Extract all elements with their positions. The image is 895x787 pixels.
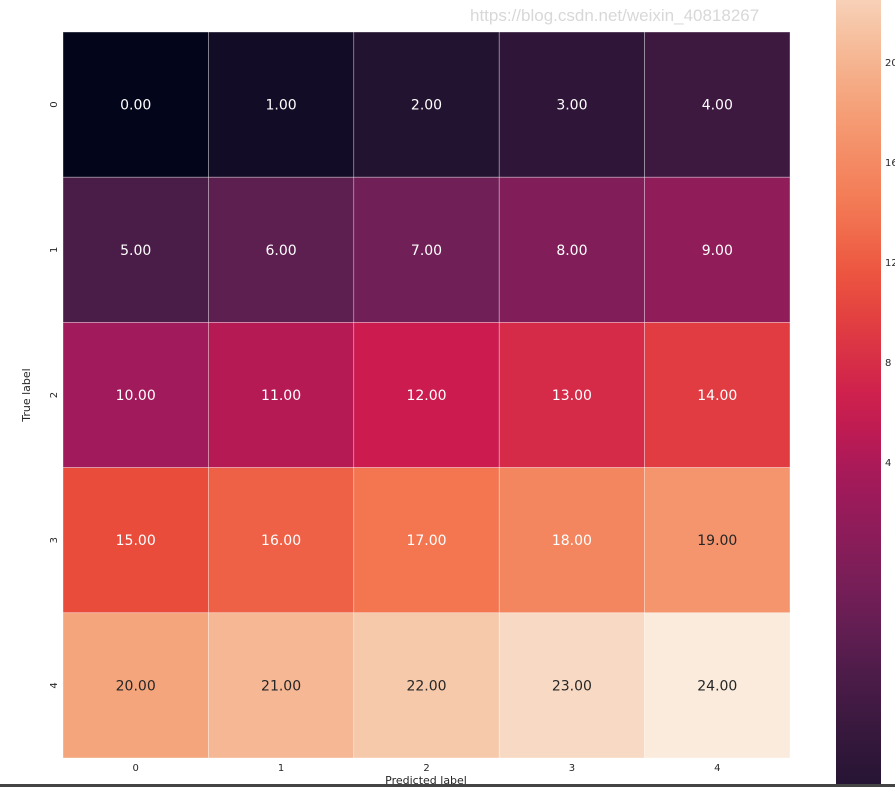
heatmap-cell [644, 176, 791, 323]
cell-annotation: 21.00 [261, 678, 301, 694]
colorbar-tick-label: 20 [885, 58, 895, 69]
x-tick-label: 2 [423, 763, 429, 774]
y-tick-label: 1 [49, 247, 60, 253]
heatmap-cell [644, 612, 791, 759]
heatmap-cell [644, 31, 791, 178]
heatmap-cell [353, 176, 500, 323]
y-axis-label: True label [20, 368, 33, 422]
heatmap-cell [498, 467, 645, 614]
heatmap-cell [353, 31, 500, 178]
y-tick-label: 0 [49, 101, 60, 107]
cell-annotation: 12.00 [406, 388, 446, 404]
cell-annotation: 17.00 [406, 533, 446, 549]
heatmap-cell [208, 31, 355, 178]
x-tick-label: 4 [714, 763, 720, 774]
x-axis-label: Predicted label [385, 774, 467, 787]
cell-annotation: 3.00 [556, 98, 587, 114]
watermark: https://blog.csdn.net/weixin_40818267 [470, 6, 760, 25]
cell-annotation: 13.00 [552, 388, 592, 404]
colorbar [836, 0, 881, 787]
heatmap-cell [208, 176, 355, 323]
heatmap-cell [353, 612, 500, 759]
cell-annotation: 4.00 [702, 98, 733, 114]
cell-annotation: 18.00 [552, 533, 592, 549]
cell-annotation: 24.00 [697, 678, 737, 694]
cell-annotation: 9.00 [702, 243, 733, 259]
heatmap-cell [498, 31, 645, 178]
cell-annotation: 0.00 [120, 98, 151, 114]
x-tick-label: 0 [133, 763, 139, 774]
heatmap-cell [208, 322, 355, 468]
cell-annotation: 23.00 [552, 678, 592, 694]
colorbar-tick-label: 4 [885, 458, 891, 469]
cell-annotation: 6.00 [266, 243, 297, 259]
heatmap-cell [62, 31, 209, 178]
cell-annotation: 14.00 [697, 388, 737, 404]
cell-annotation: 2.00 [411, 98, 442, 114]
heatmap-cell [353, 467, 500, 614]
heatmap-cell [353, 322, 500, 468]
cell-annotation: 15.00 [116, 533, 156, 549]
cell-annotation: 11.00 [261, 388, 301, 404]
heatmap-cell [62, 467, 209, 614]
y-tick-label: 2 [49, 392, 60, 398]
cell-annotation: 5.00 [120, 243, 151, 259]
cell-annotation: 22.00 [406, 678, 446, 694]
y-tick-label: 4 [49, 682, 60, 688]
heatmap-cell [498, 322, 645, 468]
cell-annotation: 8.00 [556, 243, 587, 259]
cell-annotation: 7.00 [411, 243, 442, 259]
cell-annotation: 20.00 [116, 678, 156, 694]
colorbar-tick-label: 12 [885, 258, 895, 269]
heatmap-cell [208, 467, 355, 614]
colorbar-tick-label: 8 [885, 358, 891, 369]
bottom-border [0, 784, 895, 787]
y-tick-label: 3 [49, 537, 60, 543]
heatmap-cell [62, 612, 209, 759]
x-tick-label: 3 [569, 763, 575, 774]
cell-annotation: 10.00 [116, 388, 156, 404]
heatmap-cell [644, 467, 791, 614]
heatmap-cell [62, 176, 209, 323]
cell-annotation: 1.00 [266, 98, 297, 114]
heatmap-cell [644, 322, 791, 468]
x-tick-label: 1 [278, 763, 284, 774]
cell-annotation: 16.00 [261, 533, 301, 549]
colorbar-tick-label: 16 [885, 158, 895, 169]
heatmap-cell [208, 612, 355, 759]
cell-annotation: 19.00 [697, 533, 737, 549]
